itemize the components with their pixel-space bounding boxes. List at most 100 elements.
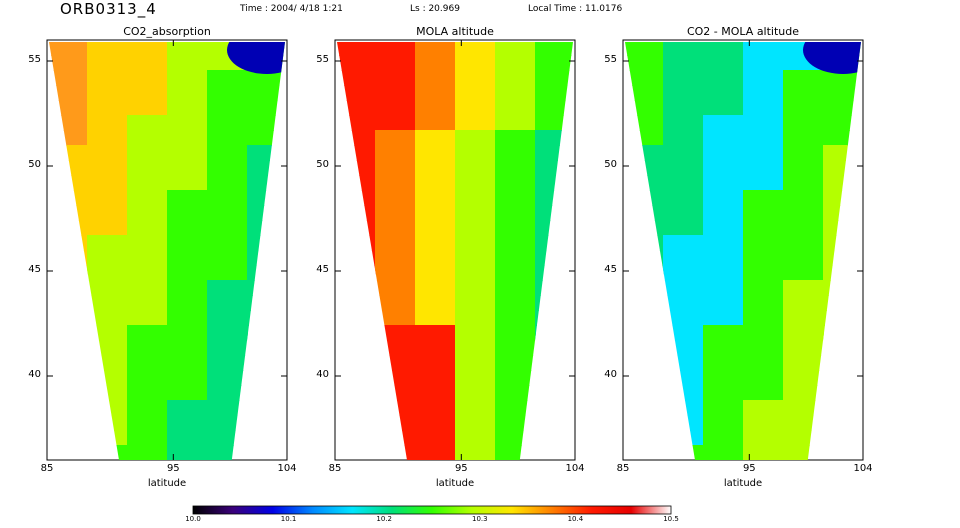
heatmap-cell: [703, 385, 744, 401]
heatmap-cell: [375, 85, 416, 101]
heatmap-cell: [127, 280, 168, 296]
heatmap-cell: [207, 145, 248, 161]
heatmap-cell: [337, 280, 376, 296]
heatmap-cell: [49, 205, 88, 221]
heatmap-cell: [207, 370, 248, 386]
heatmap-cell: [535, 70, 573, 86]
heatmap-cell: [495, 205, 536, 221]
heatmap-cell: [337, 145, 376, 161]
heatmap-cell: [743, 100, 784, 116]
heatmap-cell: [663, 415, 704, 431]
heatmap-cell: [247, 355, 285, 371]
heatmap-cell: [415, 235, 456, 251]
heatmap-cell: [783, 115, 824, 131]
heatmap-cell: [127, 265, 168, 281]
heatmap-cell: [375, 355, 416, 371]
heatmap-cell: [127, 430, 168, 446]
heatmap-cell: [663, 130, 704, 146]
heatmap-cell: [783, 85, 824, 101]
heatmap-cell: [207, 190, 248, 206]
heatmap-cell: [625, 370, 664, 386]
heatmap-cell: [455, 385, 496, 401]
heatmap-cell: [703, 130, 744, 146]
heatmap-cell: [455, 235, 496, 251]
heatmap-cell: [167, 415, 208, 431]
heatmap-cell: [663, 100, 704, 116]
heatmap-cell: [535, 430, 573, 446]
heatmap-cell: [207, 385, 248, 401]
heatmap-cell: [127, 250, 168, 266]
heatmap-cell: [87, 370, 128, 386]
heatmap-cell: [495, 85, 536, 101]
heatmap-cell: [49, 100, 88, 116]
heatmap-cell: [625, 250, 664, 266]
heatmap-cell: [87, 445, 128, 460]
heatmap-cell: [247, 400, 285, 416]
heatmap-cell: [247, 385, 285, 401]
heatmap-cell: [375, 220, 416, 236]
heatmap-cell: [375, 115, 416, 131]
heatmap-cell: [823, 385, 861, 401]
heatmap-cell: [703, 205, 744, 221]
panel-title: CO2 - MOLA altitude: [686, 25, 800, 38]
heatmap-cell: [167, 325, 208, 341]
y-tick-label: 40: [28, 369, 41, 380]
heatmap-cell: [495, 400, 536, 416]
heatmap-cell: [743, 145, 784, 161]
heatmap-cell: [783, 160, 824, 176]
heatmap-cell: [127, 55, 168, 71]
heatmap-cell: [337, 340, 376, 356]
heatmap-cell: [625, 175, 664, 191]
heatmap-cell: [375, 42, 416, 56]
heatmap-cell: [49, 310, 88, 326]
heatmap-cell: [823, 100, 861, 116]
heatmap-cell: [337, 190, 376, 206]
y-tick-label: 50: [316, 159, 329, 170]
heatmap-cell: [703, 235, 744, 251]
heatmap-cell: [703, 115, 744, 131]
y-tick-label: 45: [604, 264, 617, 275]
heatmap-cell: [207, 415, 248, 431]
orbit-id: ORB0313_4: [60, 0, 157, 18]
heatmap-cell: [495, 42, 536, 56]
heatmap-cell: [207, 400, 248, 416]
heatmap-cell: [663, 400, 704, 416]
heatmap-cell: [415, 325, 456, 341]
heatmap-cell: [495, 220, 536, 236]
y-tick-label: 45: [316, 264, 329, 275]
heatmap-cell: [337, 310, 376, 326]
heatmap-cell: [455, 325, 496, 341]
y-tick-label: 45: [28, 264, 41, 275]
heatmap-cell: [823, 340, 861, 356]
heatmap-cell: [625, 115, 664, 131]
heatmap-cell: [743, 340, 784, 356]
heatmap-cell: [783, 295, 824, 311]
heatmap-cell: [455, 100, 496, 116]
heatmap-cell: [415, 55, 456, 71]
heatmap-cell: [535, 355, 573, 371]
heatmap-cell: [495, 130, 536, 146]
colorbar-tick-label: 10.3: [472, 515, 488, 523]
heatmap-cell: [535, 130, 573, 146]
heatmap-cell: [663, 265, 704, 281]
heatmap-cell: [703, 265, 744, 281]
heatmap-cell: [207, 100, 248, 116]
heatmap-cell: [375, 415, 416, 431]
heatmap-cell: [87, 385, 128, 401]
heatmap-cell: [703, 280, 744, 296]
heatmap-cell: [337, 250, 376, 266]
heatmap-cell: [625, 70, 664, 86]
heatmap-cell: [783, 145, 824, 161]
heatmap-cell: [823, 220, 861, 236]
heatmap-cell: [127, 295, 168, 311]
heatmap-cell: [49, 325, 88, 341]
heatmap-cell: [49, 130, 88, 146]
heatmap-cell: [823, 145, 861, 161]
heatmap-cell: [167, 310, 208, 326]
x-tick-label: 104: [277, 463, 297, 474]
heatmap-cell: [783, 445, 824, 460]
heatmap-cell: [535, 85, 573, 101]
heatmap-cell: [375, 295, 416, 311]
heatmap-cell: [823, 160, 861, 176]
heatmap-cell: [495, 280, 536, 296]
